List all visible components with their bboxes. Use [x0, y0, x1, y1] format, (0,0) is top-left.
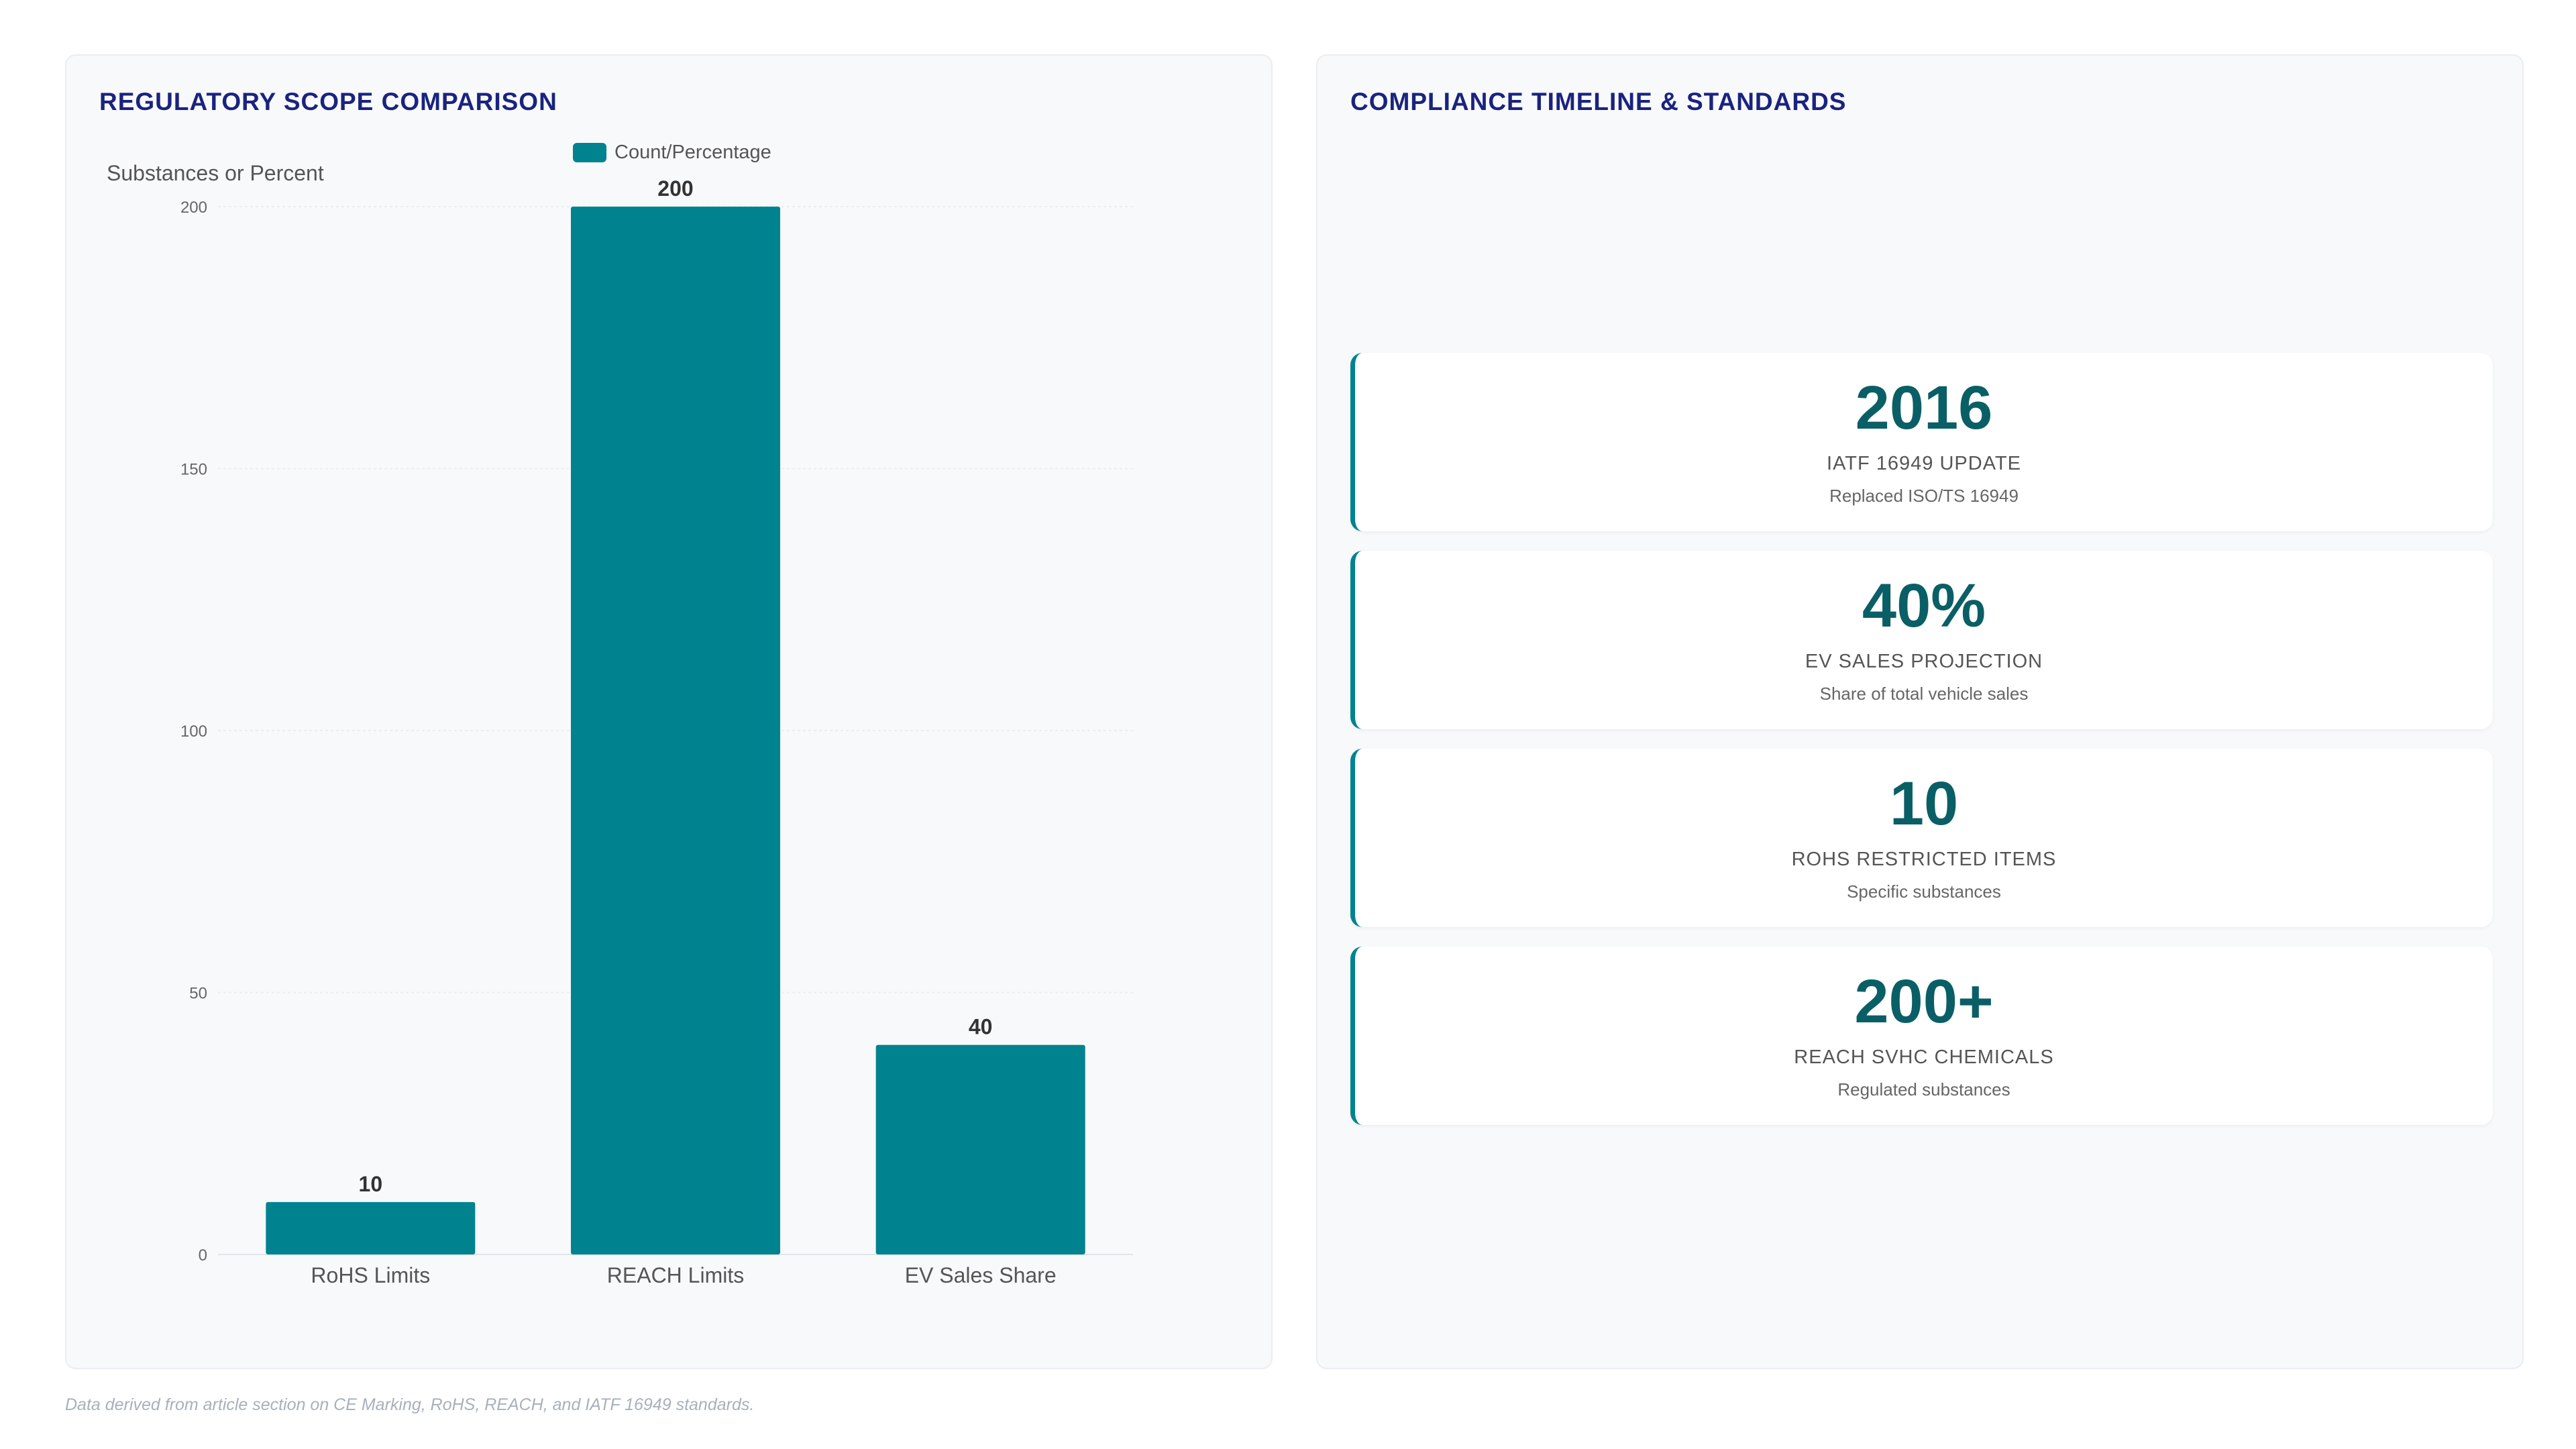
bar-data-label: 10	[359, 1172, 383, 1196]
stat-label: ROHS RESTRICTED ITEMS	[1791, 849, 2057, 870]
stat-value: 40%	[1862, 572, 1986, 640]
regulatory-scope-panel: REGULATORY SCOPE COMPARISON Count/Percen…	[65, 54, 1273, 1369]
y-axis-title: Substances or Percent	[107, 161, 324, 185]
bar	[571, 207, 780, 1254]
stat-value: 200+	[1854, 967, 1994, 1036]
x-tick-label: REACH Limits	[607, 1263, 744, 1287]
y-tick-label: 100	[180, 722, 207, 741]
stat-label: EV SALES PROJECTION	[1805, 651, 2043, 672]
x-tick-label: EV Sales Share	[905, 1263, 1057, 1287]
chart-legend: Count/Percentage	[573, 142, 771, 164]
bar-data-label: 40	[969, 1015, 993, 1039]
stat-cards: 2016 IATF 16949 UPDATE Replaced ISO/TS 1…	[1350, 353, 2493, 1144]
compliance-panel: COMPLIANCE TIMELINE & STANDARDS 2016 IAT…	[1316, 54, 2524, 1369]
stat-card-reach: 200+ REACH SVHC CHEMICALS Regulated subs…	[1350, 947, 2493, 1125]
stat-card-iatf: 2016 IATF 16949 UPDATE Replaced ISO/TS 1…	[1350, 353, 2493, 531]
stat-subtext: Specific substances	[1847, 881, 2001, 902]
bar	[266, 1201, 476, 1254]
y-tick-label: 0	[199, 1246, 207, 1265]
stat-label: REACH SVHC CHEMICALS	[1794, 1046, 2054, 1068]
y-tick-label: 150	[180, 461, 207, 479]
y-tick-label: 50	[189, 985, 207, 1003]
bar	[875, 1044, 1085, 1254]
y-tick-label: 200	[180, 199, 207, 217]
stat-value: 2016	[1855, 374, 1993, 442]
stat-subtext: Replaced ISO/TS 16949	[1829, 486, 2019, 506]
legend-swatch	[573, 143, 606, 162]
stat-subtext: Regulated substances	[1837, 1079, 2010, 1099]
stat-card-ev-sales: 40% EV SALES PROJECTION Share of total v…	[1350, 551, 2493, 729]
footnote: Data derived from article section on CE …	[65, 1395, 755, 1414]
stat-label: IATF 16949 UPDATE	[1827, 453, 2021, 474]
chart-title: REGULATORY SCOPE COMPARISON	[99, 88, 557, 115]
legend-label: Count/Percentage	[614, 142, 771, 163]
compliance-title: COMPLIANCE TIMELINE & STANDARDS	[1350, 88, 1847, 115]
x-tick-label: RoHS Limits	[311, 1263, 430, 1287]
bar-data-label: 200	[657, 176, 693, 201]
stat-value: 10	[1889, 769, 1959, 838]
stat-card-rohs: 10 ROHS RESTRICTED ITEMS Specific substa…	[1350, 749, 2493, 927]
bar-chart: 0 50 100 150 200 10 RoHS Limits 200 REACH Limits…	[180, 176, 1133, 1287]
stat-subtext: Share of total vehicle sales	[1819, 684, 2029, 704]
